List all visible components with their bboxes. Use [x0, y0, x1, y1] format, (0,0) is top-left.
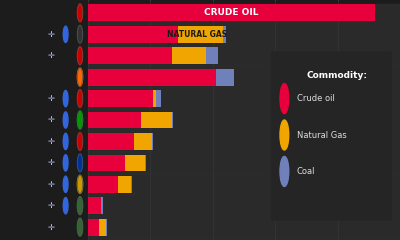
Bar — [88, 69, 216, 85]
Bar — [153, 90, 156, 107]
Circle shape — [77, 25, 83, 43]
Bar — [88, 26, 178, 43]
Bar — [88, 5, 375, 21]
Bar — [118, 176, 131, 193]
Circle shape — [77, 47, 83, 65]
Circle shape — [77, 154, 83, 172]
Bar — [125, 155, 145, 171]
Circle shape — [77, 68, 83, 86]
Text: ✛: ✛ — [48, 158, 55, 167]
Text: ✛: ✛ — [48, 223, 55, 232]
Circle shape — [77, 197, 83, 215]
Circle shape — [63, 198, 68, 214]
Bar — [172, 47, 206, 64]
Text: NATURAL GAS: NATURAL GAS — [167, 30, 227, 39]
Bar — [88, 197, 101, 214]
Text: ✛: ✛ — [48, 30, 55, 39]
Text: CRUDE OIL: CRUDE OIL — [204, 8, 258, 17]
Circle shape — [63, 155, 68, 171]
Bar — [145, 155, 146, 171]
Circle shape — [77, 132, 83, 150]
Circle shape — [63, 176, 68, 192]
Bar — [134, 133, 152, 150]
Circle shape — [63, 133, 68, 150]
Text: Commodity:: Commodity: — [306, 71, 367, 80]
Bar — [206, 47, 218, 64]
Text: ✛: ✛ — [48, 180, 55, 189]
Circle shape — [77, 111, 83, 129]
Bar — [88, 133, 134, 150]
Bar — [141, 112, 172, 128]
Bar — [106, 219, 107, 235]
Bar — [156, 90, 161, 107]
Bar — [88, 47, 172, 64]
Bar — [216, 69, 234, 85]
Circle shape — [63, 90, 68, 107]
Circle shape — [280, 156, 289, 186]
Bar — [88, 155, 125, 171]
Bar — [88, 90, 153, 107]
Text: ✛: ✛ — [48, 94, 55, 103]
Text: ✛: ✛ — [48, 115, 55, 125]
Bar — [99, 219, 106, 235]
Bar — [88, 219, 99, 235]
Text: Natural Gas: Natural Gas — [297, 131, 347, 139]
Text: ✛: ✛ — [48, 201, 55, 210]
Text: ✛: ✛ — [48, 137, 55, 146]
Circle shape — [280, 84, 289, 114]
Bar — [88, 112, 141, 128]
Circle shape — [63, 112, 68, 128]
Bar — [88, 4, 400, 240]
Bar — [223, 26, 226, 43]
Circle shape — [77, 175, 83, 193]
FancyBboxPatch shape — [271, 51, 392, 221]
Circle shape — [63, 26, 68, 42]
Bar — [131, 176, 132, 193]
Text: Crude oil: Crude oil — [297, 94, 335, 103]
Circle shape — [77, 4, 83, 22]
Circle shape — [280, 120, 289, 150]
Circle shape — [77, 218, 83, 236]
Bar — [101, 197, 103, 214]
Text: ✛: ✛ — [48, 51, 55, 60]
Text: Coal: Coal — [297, 167, 315, 176]
Bar — [88, 176, 118, 193]
Bar — [172, 112, 173, 128]
Bar — [178, 26, 223, 43]
Circle shape — [77, 90, 83, 108]
